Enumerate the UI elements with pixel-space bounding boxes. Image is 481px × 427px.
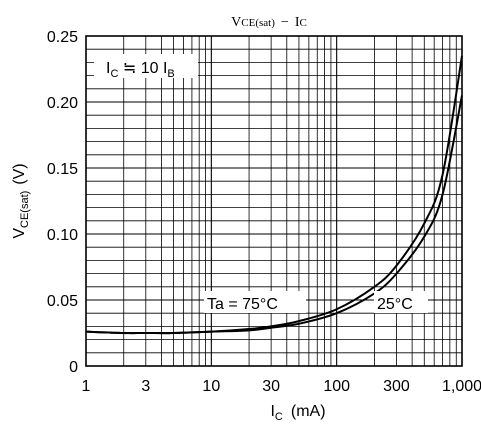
x-tick-label: 1,000 — [442, 378, 481, 395]
x-tick-label: 10 — [202, 378, 220, 395]
x-axis-i-sub: C — [275, 411, 283, 423]
grid — [86, 36, 462, 366]
y-tick-label: 0.20 — [47, 95, 78, 112]
title-v: V — [231, 15, 241, 30]
y-tick-label: 0.10 — [47, 227, 78, 244]
series-label-75: Ta = 75°C — [207, 296, 278, 313]
series-line-25c — [85, 95, 463, 335]
y-axis-v: V — [11, 228, 28, 239]
x-axis-label: IC (mA) — [270, 403, 325, 423]
title-i: I — [295, 15, 300, 30]
condition-i-sub: C — [110, 68, 118, 80]
x-tick-label: 100 — [323, 378, 350, 395]
x-tick-label: 30 — [262, 378, 280, 395]
y-tick-label: 0.15 — [47, 161, 78, 178]
condition-mid: ≒ 10 I — [118, 60, 167, 77]
y-axis-unit: (V) — [11, 163, 28, 184]
title-i-sub: C — [299, 17, 306, 29]
condition-b-sub: B — [167, 68, 174, 80]
condition-i: I — [106, 60, 110, 77]
condition-label-bg — [94, 54, 198, 78]
y-axis-label: VCE(sat) (V) — [11, 163, 31, 238]
series-label-25-bg — [374, 291, 428, 313]
x-axis-unit: (mA) — [291, 403, 326, 420]
x-tick-label: 300 — [383, 378, 410, 395]
y-tick-label: 0.05 — [47, 293, 78, 310]
series-label-25: 25°C — [377, 296, 413, 313]
series-lines — [85, 55, 463, 335]
title-dash: − — [281, 15, 289, 30]
x-tick-label: 3 — [141, 378, 150, 395]
y-tick-label: 0.25 — [47, 29, 78, 46]
series-label-75-bg — [204, 291, 306, 313]
x-axis-i: I — [270, 403, 274, 420]
x-tick-label: 1 — [82, 378, 91, 395]
condition-label: IC ≒ 10 IB — [106, 60, 175, 80]
y-tick-label: 0 — [69, 359, 78, 376]
chart-title: VCE(sat) − IC — [231, 15, 307, 30]
y-axis-v-sub: CE(sat) — [19, 191, 31, 228]
x-tick-labels: 1 3 10 30 100 300 1,000 — [82, 378, 481, 395]
plot-frame — [85, 35, 463, 367]
title-v-sub: CE(sat) — [241, 17, 275, 29]
y-tick-labels: 0 0.05 0.10 0.15 0.20 0.25 — [47, 29, 78, 376]
